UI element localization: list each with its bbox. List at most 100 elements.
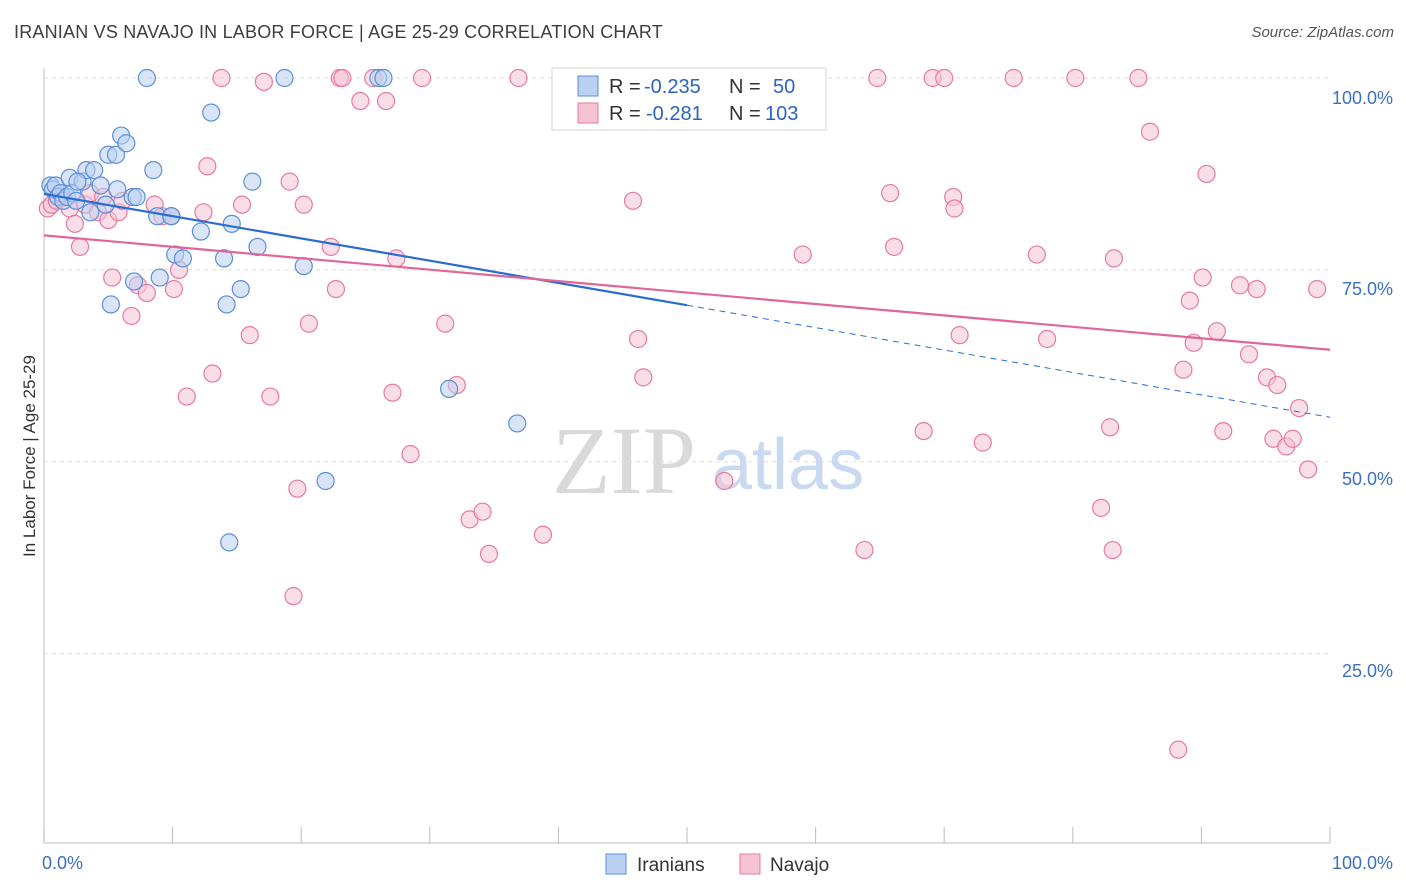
navajo-point-32 <box>280 172 299 191</box>
iranians-point-42 <box>316 471 335 491</box>
navajo-point-46 <box>401 445 420 464</box>
navajo-point-44 <box>383 383 402 402</box>
navajo-n-value: 103 <box>765 103 798 125</box>
navajo-point-73 <box>973 433 992 452</box>
navajo-point-57 <box>623 191 643 210</box>
navajo-point-90 <box>1207 322 1226 341</box>
iranians-swatch <box>577 75 599 97</box>
legend-iranians-label: Iranians <box>637 855 705 876</box>
navajo-point-85 <box>1174 360 1193 379</box>
navajo-point-86 <box>1180 291 1199 310</box>
navajo-point-23 <box>177 387 196 406</box>
navajo-point-75 <box>1027 245 1046 264</box>
navajo-r-value: -0.281 <box>646 103 703 125</box>
iranians-point-47 <box>101 295 120 314</box>
navajo-point-53 <box>509 68 528 88</box>
navajo-point-88 <box>1193 268 1212 287</box>
trend-lines <box>43 192 1331 418</box>
navajo-point-74 <box>1004 68 1023 88</box>
navajo-point-60 <box>715 471 734 491</box>
navajo-point-52 <box>479 544 499 564</box>
navajo-point-5 <box>65 214 84 233</box>
iranians-point-23 <box>127 187 146 207</box>
navajo-point-77 <box>1066 68 1085 88</box>
chart-title: IRANIAN VS NAVAJO IN LABOR FORCE | AGE 2… <box>14 22 663 42</box>
watermark-atlas: atlas <box>712 425 864 505</box>
navajo-point-21 <box>164 279 183 299</box>
navajo-point-37 <box>321 237 340 256</box>
navajo-point-91 <box>1214 421 1233 441</box>
navajo-point-45 <box>387 249 406 268</box>
navajo-point-76 <box>1037 329 1057 349</box>
navajo-point-26 <box>203 364 222 383</box>
navajo-point-82 <box>1129 68 1148 88</box>
iranians-point-24 <box>137 68 156 88</box>
navajo-point-48 <box>436 314 455 333</box>
navajo-point-62 <box>793 245 812 264</box>
navajo-point-35 <box>294 195 313 214</box>
watermark-zip: ZIP <box>552 407 696 514</box>
iranians-point-41 <box>294 256 313 276</box>
iranians-point-25 <box>144 161 163 180</box>
navajo-point-38 <box>326 279 346 299</box>
iranians-point-45 <box>439 379 459 398</box>
navajo-point-78 <box>1091 498 1111 517</box>
navajo-point-79 <box>1100 418 1120 437</box>
iranians-n-value: 50 <box>773 76 795 98</box>
navajo-point-81 <box>1104 249 1124 268</box>
iranians-point-31 <box>191 222 210 241</box>
iranians-point-48 <box>68 172 87 191</box>
iranians-point-44 <box>374 68 393 88</box>
navajo-points <box>38 68 1327 759</box>
iranians-r-value: -0.235 <box>644 76 701 98</box>
iranians-point-35 <box>220 533 239 552</box>
iranians-point-12 <box>81 203 100 222</box>
navajo-point-84 <box>1169 740 1188 759</box>
iranians-trend-line <box>43 192 688 307</box>
chart-source: Source: ZipAtlas.com <box>1251 24 1394 41</box>
legend-navajo-label: Navajo <box>770 855 829 876</box>
navajo-point-51 <box>473 502 492 521</box>
navajo-point-33 <box>284 587 303 606</box>
navajo-trend-line <box>43 234 1331 351</box>
navajo-point-36 <box>299 314 319 333</box>
navajo-n-label: N = <box>729 103 761 125</box>
iranians-point-40 <box>275 68 294 88</box>
iranians-point-17 <box>106 145 126 164</box>
navajo-point-93 <box>1239 345 1259 364</box>
navajo-point-29 <box>240 326 259 345</box>
stats-legend: R = -0.235 N = 50 R = -0.281 N = 103 <box>551 67 827 131</box>
navajo-point-15 <box>122 306 141 326</box>
iranians-point-46 <box>508 414 527 433</box>
navajo-swatch <box>577 102 599 124</box>
iranians-point-37 <box>231 279 250 299</box>
legend-iranians-swatch <box>605 853 627 875</box>
navajo-point-6 <box>70 237 90 256</box>
navajo-point-17 <box>137 283 156 303</box>
navajo-point-41 <box>351 91 370 111</box>
y-tick-label-100: 100.0% <box>1332 88 1393 108</box>
series-legend: Iranians Navajo <box>605 853 829 876</box>
navajo-point-102 <box>1308 279 1327 299</box>
navajo-point-47 <box>412 68 432 88</box>
navajo-point-43 <box>376 91 396 111</box>
iranians-point-32 <box>202 103 221 122</box>
iranians-point-30 <box>173 249 192 268</box>
navajo-point-58 <box>629 329 648 349</box>
navajo-point-40 <box>333 68 352 88</box>
navajo-point-71 <box>945 199 964 218</box>
navajo-point-28 <box>232 195 252 214</box>
navajo-point-25 <box>198 157 217 176</box>
x-axis-ticks <box>43 827 1331 843</box>
iranians-point-18 <box>108 180 127 199</box>
iranians-point-22 <box>124 272 144 291</box>
legend-navajo-swatch <box>739 853 761 875</box>
navajo-point-72 <box>950 326 969 345</box>
navajo-point-31 <box>261 387 280 406</box>
x-tick-label-0: 0.0% <box>42 853 83 873</box>
navajo-point-67 <box>914 421 933 441</box>
navajo-point-94 <box>1247 279 1266 299</box>
navajo-point-66 <box>884 237 904 256</box>
iranians-point-20 <box>117 134 136 153</box>
iranians-point-13 <box>85 161 104 180</box>
